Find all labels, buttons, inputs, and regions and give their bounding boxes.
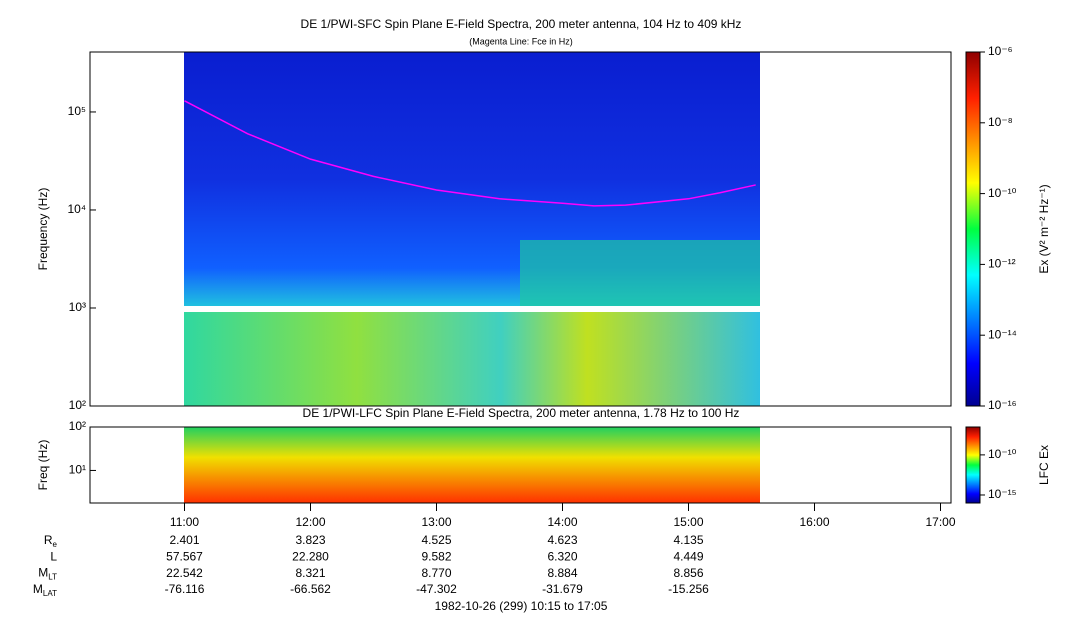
x-tick-label: 12:00 bbox=[295, 515, 325, 529]
colorbar-tick-label: 10⁻¹⁰ bbox=[988, 186, 1017, 200]
footer: 1982-10-26 (299) 10:15 to 17:05 bbox=[435, 599, 608, 613]
spectrogram-lower bbox=[184, 312, 760, 406]
label-main: L bbox=[50, 549, 57, 563]
x-tick-label: 17:00 bbox=[925, 515, 955, 529]
ephemeris-label: MLAT bbox=[33, 582, 57, 598]
colorbar bbox=[966, 52, 980, 406]
ephemeris-value: 4.449 bbox=[673, 549, 703, 563]
colorbar-frame bbox=[965, 426, 981, 504]
plot-frame bbox=[89, 426, 952, 504]
ephemeris-value: 4.135 bbox=[673, 533, 703, 547]
ephemeris-value: -31.679 bbox=[542, 582, 583, 596]
colorbar-label: Ex (V² m⁻² Hz⁻¹) bbox=[1037, 184, 1051, 273]
plot-frame bbox=[89, 51, 952, 407]
y-tick-label: 10¹ bbox=[69, 463, 86, 477]
ephemeris-value: -15.256 bbox=[668, 582, 709, 596]
ephemeris-value: -66.562 bbox=[290, 582, 331, 596]
colorbar-tick-label: 10⁻⁶ bbox=[988, 44, 1013, 58]
colorbar-frame bbox=[965, 51, 981, 407]
label-main: R bbox=[44, 533, 53, 547]
chart-title: DE 1/PWI-LFC Spin Plane E-Field Spectra,… bbox=[303, 406, 740, 420]
label-sub: LT bbox=[48, 573, 57, 582]
ephemeris-value: 2.401 bbox=[169, 533, 199, 547]
chart-title: DE 1/PWI-SFC Spin Plane E-Field Spectra,… bbox=[301, 17, 742, 31]
y-axis-label: Frequency (Hz) bbox=[36, 188, 50, 271]
colorbar-label: LFC Ex bbox=[1037, 445, 1051, 485]
colorbar-tick-label: 10⁻¹⁵ bbox=[988, 487, 1017, 501]
ephemeris-label: L bbox=[50, 549, 57, 563]
colorbar-tick-label: 10⁻¹⁶ bbox=[988, 398, 1017, 412]
ephemeris-value: -76.116 bbox=[165, 582, 205, 596]
x-tick-label: 15:00 bbox=[673, 515, 703, 529]
ephemeris-value: 3.823 bbox=[295, 533, 325, 547]
ephemeris-value: 22.280 bbox=[292, 549, 329, 563]
colorbar-tick-label: 10⁻¹⁴ bbox=[988, 327, 1017, 341]
ephemeris-value: 8.884 bbox=[547, 566, 577, 580]
chart-subtitle: (Magenta Line: Fce in Hz) bbox=[469, 36, 573, 46]
y-tick-label: 10⁵ bbox=[68, 104, 86, 118]
ephemeris-value: 6.320 bbox=[547, 549, 577, 563]
label-main: M bbox=[38, 566, 48, 580]
ephemeris-value: 4.525 bbox=[421, 533, 451, 547]
ephemeris-value: 8.770 bbox=[421, 566, 451, 580]
y-axis-label: Freq (Hz) bbox=[36, 440, 50, 491]
y-tick-label: 10² bbox=[69, 398, 86, 412]
colorbar-tick-label: 10⁻¹⁰ bbox=[988, 447, 1017, 461]
ephemeris-value: 9.582 bbox=[421, 549, 451, 563]
colorbar-tick-label: 10⁻⁸ bbox=[988, 115, 1013, 129]
ephemeris-value: 4.623 bbox=[547, 533, 577, 547]
y-tick-label: 10⁴ bbox=[67, 202, 86, 216]
colorbar-tick-label: 10⁻¹² bbox=[988, 257, 1016, 271]
x-tick-label: 14:00 bbox=[547, 515, 577, 529]
y-tick-label: 10² bbox=[69, 419, 86, 433]
label-sub: e bbox=[53, 540, 58, 549]
chart bbox=[89, 51, 981, 504]
ephemeris-value: 8.321 bbox=[295, 566, 325, 580]
x-tick-label: 16:00 bbox=[799, 515, 829, 529]
spectrogram-emission bbox=[520, 240, 760, 306]
ephemeris-value: 8.856 bbox=[673, 566, 703, 580]
ephemeris-value: 22.542 bbox=[166, 566, 203, 580]
ephemeris-value: 57.567 bbox=[166, 549, 203, 563]
ephemeris-value: -47.302 bbox=[416, 582, 457, 596]
x-tick-label: 11:00 bbox=[170, 515, 199, 529]
fce-line bbox=[184, 100, 756, 207]
label-main: M bbox=[33, 582, 43, 596]
ephemeris-label: MLT bbox=[38, 566, 57, 582]
spectrogram-lfc bbox=[184, 427, 760, 503]
colorbar bbox=[966, 427, 980, 503]
label-sub: LAT bbox=[43, 589, 57, 598]
x-tick-label: 13:00 bbox=[421, 515, 451, 529]
y-tick-label: 10³ bbox=[69, 300, 86, 314]
ephemeris-label: Re bbox=[44, 533, 58, 549]
